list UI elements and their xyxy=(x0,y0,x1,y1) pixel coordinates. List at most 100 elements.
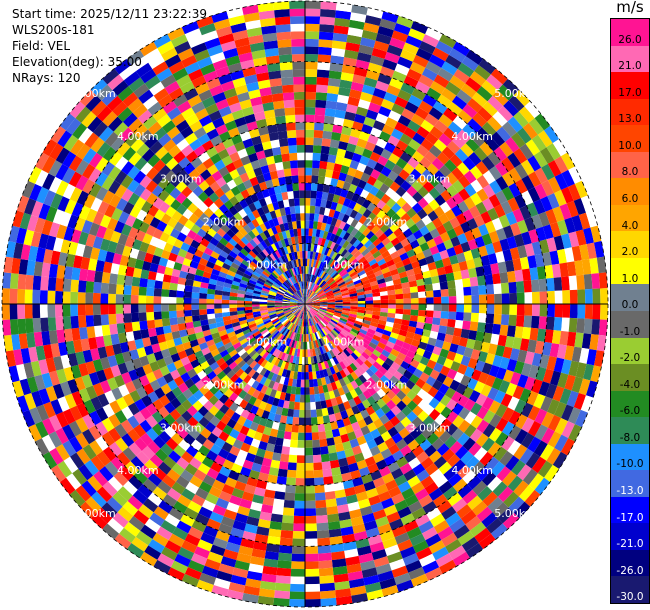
velocity-gate xyxy=(188,213,200,224)
velocity-gate xyxy=(314,484,325,494)
velocity-gate xyxy=(269,288,278,294)
velocity-gate xyxy=(313,462,323,471)
velocity-gate xyxy=(305,425,312,433)
velocity-gate xyxy=(249,176,259,187)
velocity-gate xyxy=(16,227,27,245)
velocity-gate xyxy=(221,155,233,167)
velocity-gate xyxy=(284,271,290,279)
velocity-gate xyxy=(301,304,305,311)
velocity-gate xyxy=(425,27,443,41)
velocity-gate xyxy=(314,107,326,116)
velocity-gate xyxy=(184,28,202,42)
velocity-gate xyxy=(265,322,274,329)
velocity-gate xyxy=(291,424,299,433)
velocity-gate xyxy=(289,229,295,238)
velocity-gate xyxy=(600,304,608,320)
velocity-gate xyxy=(149,236,160,247)
velocity-gate xyxy=(133,170,147,184)
velocity-gate xyxy=(306,341,310,350)
velocity-gate xyxy=(116,197,128,212)
velocity-gate xyxy=(335,324,344,331)
velocity-gate xyxy=(557,219,569,236)
velocity-gate xyxy=(291,276,296,284)
velocity-gate xyxy=(371,382,382,393)
velocity-gate xyxy=(294,317,299,325)
velocity-gate xyxy=(316,69,330,78)
velocity-gate xyxy=(90,396,103,411)
velocity-gate xyxy=(228,215,239,226)
velocity-gate xyxy=(302,288,305,297)
velocity-gate xyxy=(291,546,305,554)
velocity-gate xyxy=(279,207,287,217)
velocity-gate xyxy=(460,510,477,525)
velocity-gate xyxy=(58,341,68,356)
velocity-gate xyxy=(463,295,472,304)
velocity-gate xyxy=(371,47,387,60)
velocity-gate xyxy=(224,258,233,267)
velocity-gate xyxy=(294,283,299,291)
velocity-gate xyxy=(265,116,277,127)
velocity-gate xyxy=(187,245,198,255)
velocity-gate xyxy=(478,223,489,237)
velocity-gate xyxy=(237,359,247,369)
velocity-gate xyxy=(147,391,159,404)
velocity-gate xyxy=(245,291,254,296)
velocity-gate xyxy=(426,507,442,521)
velocity-gate xyxy=(60,381,72,397)
velocity-gate xyxy=(500,314,510,326)
velocity-gate xyxy=(472,480,488,496)
velocity-gate xyxy=(18,333,29,350)
velocity-gate xyxy=(163,139,177,153)
velocity-gate xyxy=(519,448,534,465)
velocity-gate xyxy=(482,332,493,344)
velocity-gate xyxy=(583,363,594,381)
velocity-gate xyxy=(358,552,374,564)
velocity-gate xyxy=(315,370,321,379)
velocity-gate xyxy=(316,347,322,356)
velocity-gate xyxy=(485,456,500,472)
velocity-gate xyxy=(412,540,429,554)
velocity-gate xyxy=(297,266,301,275)
velocity-gate xyxy=(251,135,262,146)
velocity-gate xyxy=(176,138,190,151)
velocity-gate xyxy=(435,40,453,55)
velocity-gate xyxy=(264,212,273,221)
velocity-gate xyxy=(352,325,361,332)
velocity-gate xyxy=(326,240,333,249)
velocity-gate xyxy=(187,560,205,573)
velocity-gate xyxy=(305,250,308,259)
velocity-gate xyxy=(169,317,178,326)
velocity-gate xyxy=(114,184,128,198)
velocity-gate xyxy=(305,304,311,310)
velocity-gate xyxy=(575,229,587,246)
range-label: 1.00km xyxy=(246,258,288,271)
velocity-gate xyxy=(428,107,444,121)
velocity-gate xyxy=(294,325,298,333)
colorbar-tick-label: 1.0 xyxy=(621,272,639,285)
velocity-gate xyxy=(291,38,305,47)
velocity-gate xyxy=(457,530,475,546)
velocity-gate xyxy=(341,472,353,482)
velocity-gate xyxy=(40,317,49,332)
velocity-gate xyxy=(322,384,329,393)
velocity-gate xyxy=(194,546,210,559)
velocity-gate xyxy=(310,198,317,207)
velocity-gate xyxy=(342,296,351,301)
velocity-gate xyxy=(283,320,290,327)
velocity-gate xyxy=(161,47,178,62)
velocity-gate xyxy=(289,8,305,17)
velocity-gate xyxy=(320,304,328,307)
velocity-gate xyxy=(307,310,312,319)
velocity-gate xyxy=(383,176,395,188)
velocity-gate xyxy=(347,245,356,254)
range-label: 5.00km xyxy=(494,507,536,520)
velocity-gate xyxy=(334,489,346,499)
velocity-gate xyxy=(289,16,305,25)
velocity-gate xyxy=(284,107,296,116)
velocity-gate xyxy=(317,175,326,185)
velocity-gate xyxy=(41,156,56,174)
velocity-gate xyxy=(157,40,175,55)
velocity-gate xyxy=(404,451,417,463)
velocity-gate xyxy=(197,405,209,417)
velocity-gate xyxy=(331,329,339,337)
